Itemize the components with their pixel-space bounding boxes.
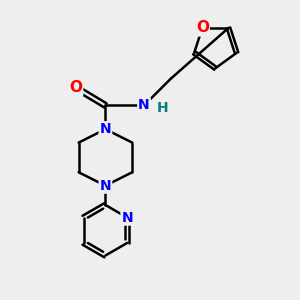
Text: N: N (122, 211, 133, 225)
Text: N: N (138, 98, 150, 112)
Text: O: O (196, 20, 209, 35)
Text: O: O (69, 80, 82, 95)
Text: N: N (100, 122, 111, 136)
Text: N: N (100, 179, 111, 193)
Text: H: H (157, 101, 168, 115)
